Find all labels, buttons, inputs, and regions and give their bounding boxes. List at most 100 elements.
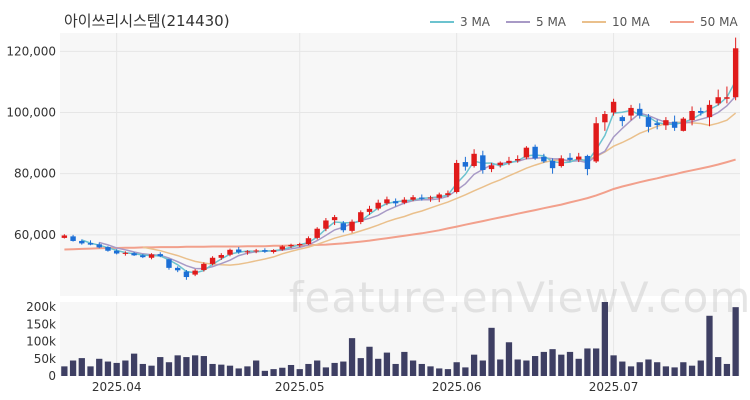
candle-body [453, 162, 460, 193]
candle-body [671, 121, 678, 128]
candle-body [366, 208, 373, 212]
volume-bar [636, 362, 643, 376]
candlestick [166, 258, 172, 270]
candle-body [549, 160, 556, 169]
candlestick [576, 152, 582, 163]
candlestick [218, 253, 224, 260]
candlestick [79, 239, 85, 245]
candlestick [532, 144, 538, 160]
volume-bar [314, 360, 321, 376]
legend-entry: 10 MA [582, 15, 650, 29]
volume-bar [183, 357, 190, 376]
volume-bar [619, 361, 626, 376]
candlestick [488, 162, 495, 173]
price-axis-ticks: 60,000 80,000 100,000 120,000 [6, 44, 56, 241]
candlestick [558, 155, 564, 168]
candle-body [663, 120, 669, 126]
candle-body [288, 244, 294, 247]
candle-body [87, 243, 94, 245]
candlestick [366, 205, 373, 215]
volume-bar [566, 351, 574, 376]
volume-bar [671, 367, 678, 376]
volume-bar [78, 358, 85, 376]
candle-body [61, 235, 68, 238]
volume-bar [296, 369, 303, 376]
candle-body [323, 220, 329, 229]
candlestick [87, 240, 94, 246]
candlestick [384, 196, 390, 206]
volume-bar [69, 360, 77, 376]
candlestick [619, 115, 626, 127]
candle-body [480, 155, 486, 171]
candlestick [105, 246, 111, 252]
candlestick [680, 117, 687, 132]
legend-entry: 50 MA [670, 15, 738, 29]
candle-body [201, 263, 207, 271]
legend-label: 50 MA [700, 15, 738, 29]
volume-bar [584, 348, 591, 376]
volume-bar [558, 354, 565, 376]
volume-bar [715, 357, 722, 376]
date-tick-label: 2025.07 [589, 380, 639, 394]
candlestick [113, 249, 120, 255]
candle-body [436, 194, 442, 198]
candlestick [724, 86, 730, 104]
candle-body [279, 246, 286, 250]
candlestick [663, 117, 669, 130]
candle-body [297, 244, 303, 246]
candle-body [105, 247, 111, 251]
volume-bar [436, 368, 443, 376]
candlestick [288, 243, 294, 248]
candlestick [689, 106, 695, 126]
candle-body [384, 199, 390, 204]
volume-bar [279, 367, 286, 376]
candlestick [549, 158, 556, 174]
candle-body [602, 114, 608, 123]
candle-body [157, 254, 163, 257]
candle-body [698, 110, 704, 113]
volume-bar [401, 351, 408, 376]
volume-bar [479, 360, 486, 376]
candle-body [183, 271, 190, 278]
volume-bars [61, 302, 739, 376]
volume-bar [409, 360, 417, 376]
candlesticks [61, 37, 739, 280]
volume-bar [453, 362, 460, 376]
candlestick [131, 251, 137, 256]
date-tick-label: 2025.05 [275, 380, 325, 394]
volume-bar [253, 360, 260, 376]
volume-bar [218, 364, 225, 376]
volume-bar [87, 366, 94, 376]
candlestick [183, 270, 190, 280]
volume-bar [340, 361, 347, 376]
volume-bar [444, 369, 452, 376]
candle-body [358, 212, 364, 222]
watermark: feature.enViewV.com [289, 273, 750, 322]
candle-body [584, 155, 591, 170]
candle-body [349, 221, 355, 231]
candlestick [593, 117, 599, 163]
candle-body [523, 147, 530, 158]
price-tick-label: 120,000 [6, 44, 56, 58]
candlestick [227, 248, 233, 257]
volume-bar [531, 356, 539, 376]
candlestick [698, 107, 704, 116]
candle-body [628, 107, 634, 116]
candle-body [680, 118, 687, 131]
volume-bar [610, 355, 617, 376]
volume-bar [113, 362, 120, 376]
candle-body [532, 146, 538, 159]
candlestick [358, 210, 364, 225]
candlestick [602, 110, 608, 131]
candlestick [541, 153, 547, 163]
candlestick [140, 254, 146, 259]
candle-body [497, 162, 503, 166]
candle-body [567, 157, 573, 160]
volume-bar [96, 358, 103, 376]
volume-tick-label: 0 [48, 369, 56, 383]
candlestick [610, 98, 617, 116]
volume-bar [680, 362, 687, 376]
candle-body [506, 160, 512, 163]
candlestick [174, 266, 181, 273]
candle-body [70, 236, 76, 241]
